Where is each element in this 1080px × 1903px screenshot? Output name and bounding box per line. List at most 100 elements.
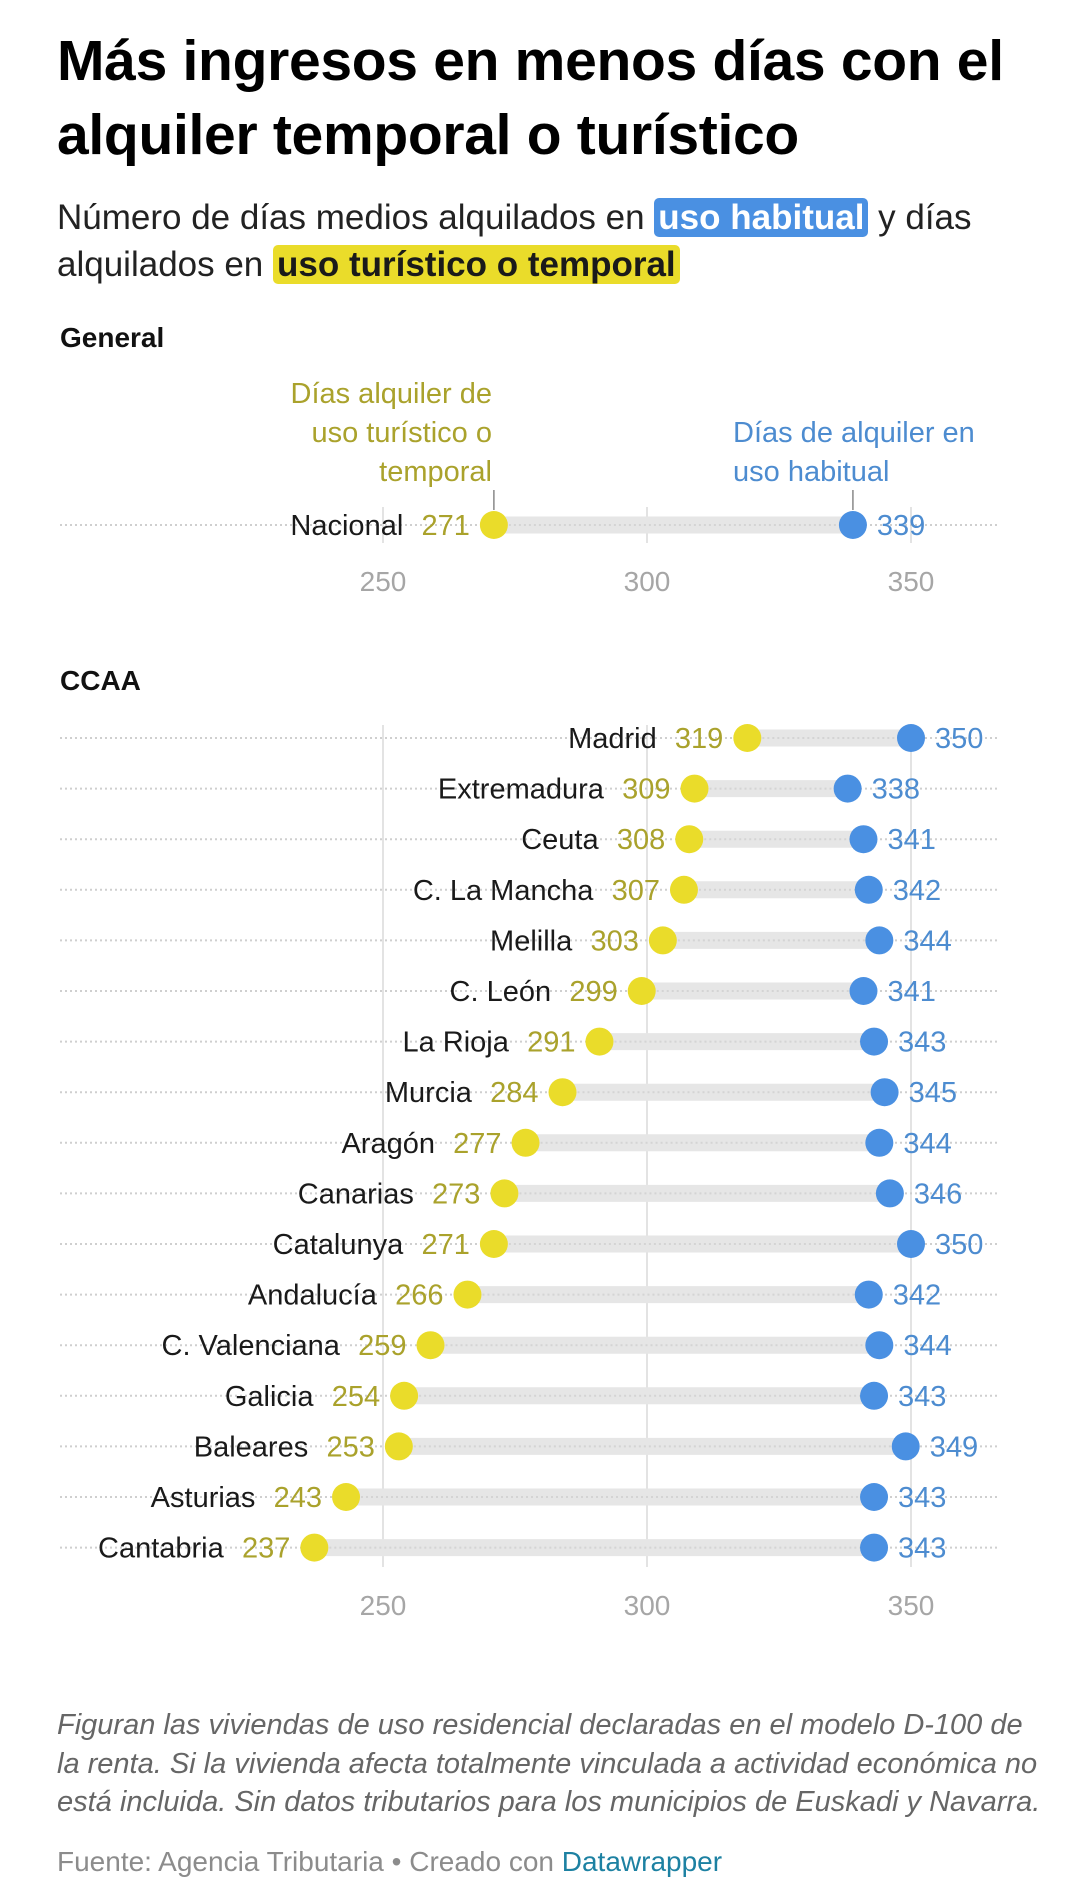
- x-tick-label: 300: [624, 566, 671, 597]
- annotation-habitual-line: uso habitual: [733, 456, 889, 488]
- row-label: Galicia: [225, 1381, 315, 1413]
- row-label: Nacional: [290, 510, 403, 542]
- chart-subtitle: Número de días medios alquilados en uso …: [57, 194, 1057, 288]
- dot-turistico: [648, 926, 677, 955]
- x-tick-label: 350: [888, 566, 935, 597]
- value-label-habitual: 344: [903, 1128, 951, 1160]
- value-label-turistico: 319: [675, 723, 723, 755]
- x-tick-label: 300: [624, 1590, 671, 1621]
- value-label-turistico: 271: [421, 1229, 469, 1261]
- dot-turistico: [675, 825, 704, 854]
- dot-turistico: [627, 977, 656, 1005]
- dot-turistico: [390, 1381, 419, 1410]
- dot-turistico: [332, 1483, 361, 1511]
- dot-habitual: [870, 1078, 899, 1107]
- dot-turistico: [384, 1432, 413, 1461]
- row-label: Madrid: [568, 723, 657, 755]
- row-label: Aragón: [341, 1128, 435, 1160]
- dot-habitual: [849, 977, 878, 1005]
- dot-habitual: [897, 1230, 925, 1258]
- dot-turistico: [300, 1533, 329, 1562]
- x-tick-label: 250: [360, 566, 407, 597]
- dot-turistico: [453, 1280, 482, 1309]
- value-label-habitual: 339: [877, 510, 925, 542]
- row-label: Asturias: [151, 1482, 256, 1514]
- dot-turistico: [733, 724, 762, 752]
- datawrapper-link[interactable]: Datawrapper: [561, 1846, 723, 1877]
- value-label-habitual: 344: [903, 925, 951, 957]
- value-label-habitual: 343: [898, 1381, 946, 1413]
- value-label-turistico: 291: [527, 1027, 575, 1059]
- row-label: Baleares: [194, 1431, 308, 1463]
- chart-title: Más ingresos en menos días con el alquil…: [57, 29, 1004, 167]
- value-label-habitual: 342: [893, 1280, 941, 1312]
- value-label-turistico: 237: [242, 1533, 290, 1565]
- dot-turistico: [479, 1230, 508, 1258]
- value-label-turistico: 308: [617, 824, 665, 856]
- value-label-habitual: 346: [914, 1178, 962, 1210]
- chart-ccaa: 250 300 350 319 350 Madrid 309 338 Extremadura 30…: [60, 723, 998, 1621]
- value-label-turistico: 273: [432, 1178, 480, 1210]
- row-label: Canarias: [298, 1178, 414, 1210]
- value-label-habitual: 338: [872, 774, 920, 806]
- value-label-habitual: 345: [909, 1077, 957, 1109]
- dot-habitual: [865, 1331, 894, 1360]
- row-label: Extremadura: [438, 774, 605, 806]
- dot-habitual: [891, 1432, 920, 1461]
- dot-habitual: [833, 774, 862, 803]
- dot-habitual: [865, 1128, 894, 1157]
- value-label-habitual: 350: [935, 1229, 983, 1261]
- dot-habitual: [860, 1027, 889, 1056]
- value-label-habitual: 343: [898, 1027, 946, 1059]
- dot-turistico: [680, 774, 709, 803]
- value-label-habitual: 341: [887, 976, 935, 1008]
- section-title-general: General: [60, 322, 165, 353]
- value-label-turistico: 303: [590, 925, 638, 957]
- subtitle-text: y días alquilados en: [57, 198, 972, 284]
- dot-turistico: [490, 1179, 519, 1208]
- subtitle-text: Número de días medios alquilados en: [57, 198, 655, 237]
- row-label: Cantabria: [98, 1533, 225, 1565]
- value-label-habitual: 350: [935, 723, 983, 755]
- dot-turistico: [548, 1078, 577, 1107]
- value-label-habitual: 341: [887, 824, 935, 856]
- value-label-turistico: 307: [612, 875, 660, 907]
- dot-habitual: [860, 1533, 889, 1562]
- annotation-habitual-line: Días de alquiler en: [733, 417, 975, 449]
- value-label-turistico: 259: [358, 1330, 406, 1362]
- annotation-turistico-line: Días alquiler de: [291, 378, 493, 410]
- dot-turistico: [416, 1331, 445, 1360]
- footer-source: Fuente: Agencia Tributaria • Creado con …: [57, 1846, 722, 1878]
- row-label: C. La Mancha: [413, 875, 594, 907]
- value-label-turistico: 284: [490, 1077, 538, 1109]
- dot-turistico: [669, 875, 698, 904]
- dot-habitual: [854, 1280, 883, 1309]
- dot-habitual: [860, 1381, 889, 1410]
- annotation-turistico-line: uso turístico o: [311, 417, 492, 449]
- row-label: Murcia: [385, 1077, 473, 1109]
- dot-habitual: [860, 1483, 889, 1511]
- row-label: C. Valenciana: [162, 1330, 341, 1362]
- dot-turistico: [511, 1128, 540, 1157]
- annotation-turistico-line: temporal: [379, 456, 492, 488]
- value-label-turistico: 309: [622, 774, 670, 806]
- value-label-habitual: 344: [903, 1330, 951, 1362]
- row-label: Catalunya: [273, 1229, 404, 1261]
- footer-notes: Figuran las viviendas de uso residencial…: [57, 1709, 1041, 1818]
- section-title-ccaa: CCAA: [60, 665, 141, 696]
- value-label-turistico: 271: [421, 510, 469, 542]
- row-label: Ceuta: [521, 824, 599, 856]
- dot-habitual: [849, 825, 878, 854]
- source-text: Fuente: Agencia Tributaria • Creado con: [57, 1846, 562, 1877]
- row-label: Melilla: [490, 925, 573, 957]
- dot-turistico: [479, 511, 508, 539]
- value-label-turistico: 266: [395, 1280, 443, 1312]
- dot-habitual: [865, 926, 894, 955]
- dot-habitual: [897, 724, 925, 752]
- value-label-habitual: 343: [898, 1482, 946, 1514]
- value-label-habitual: 343: [898, 1533, 946, 1565]
- legend-turistico-highlight: uso turístico o temporal: [273, 245, 680, 284]
- value-label-turistico: 277: [453, 1128, 501, 1160]
- x-tick-label: 350: [888, 1590, 935, 1621]
- row-label: Andalucía: [248, 1280, 378, 1312]
